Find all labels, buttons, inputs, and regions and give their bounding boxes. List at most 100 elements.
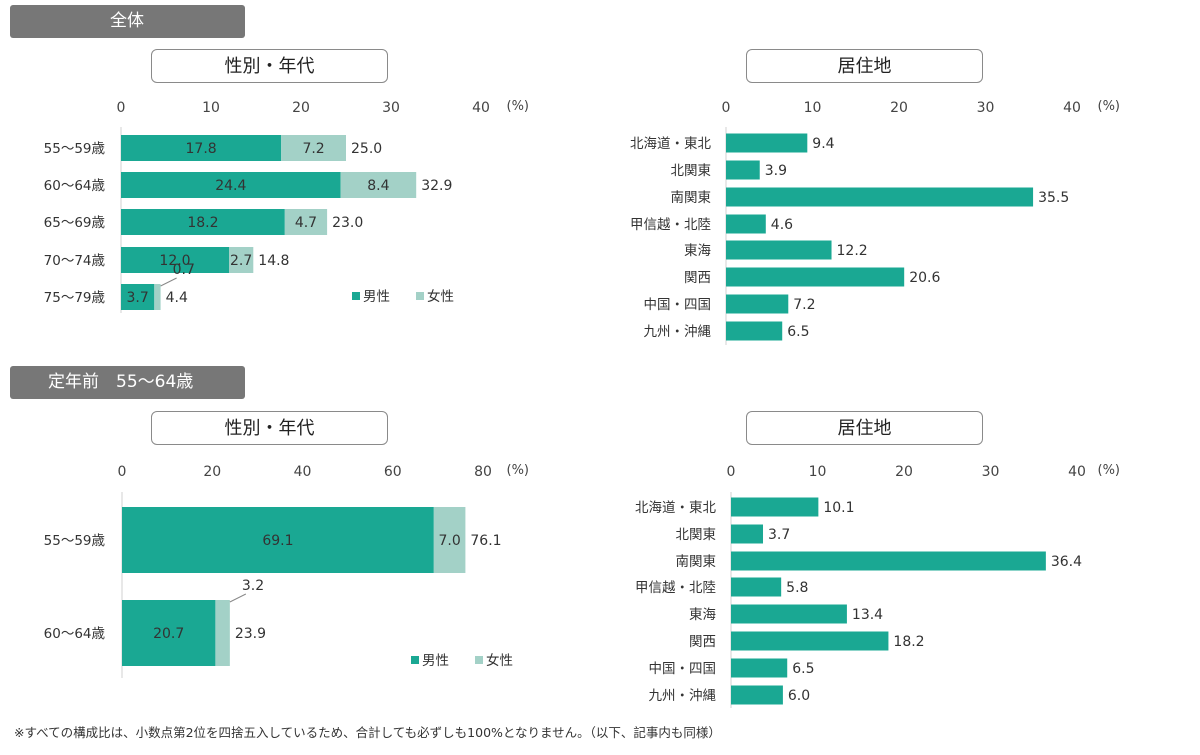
panel-title-region-pre: 居住地: [746, 411, 983, 445]
bar-male-0-4: [121, 284, 155, 310]
data-label-male-0-4: 3.7: [127, 290, 149, 306]
data-label-female-0-3: 2.7: [230, 253, 252, 269]
category-label-3-5: 関西: [689, 634, 716, 650]
data-label-total-0-0: 25.0: [351, 141, 382, 157]
x-tick-label-3-20: 20: [895, 464, 913, 480]
unit-label-1: (%): [1098, 99, 1121, 114]
category-label-1-1: 北関東: [671, 163, 712, 179]
data-label-region-1-2: 35.5: [1038, 190, 1069, 206]
category-label-3-1: 北関東: [676, 527, 717, 543]
data-label-region-3-7: 6.0: [788, 688, 810, 704]
x-tick-label-2-60: 60: [384, 464, 402, 480]
category-label-3-4: 東海: [689, 607, 716, 623]
data-label-region-3-5: 18.2: [893, 634, 924, 650]
bar-male-2-1: [122, 600, 216, 666]
data-label-female-0-0: 7.2: [302, 141, 324, 157]
bar-region-1-0: [726, 133, 808, 153]
data-label-region-3-4: 13.4: [852, 607, 883, 623]
bar-region-1-1: [726, 160, 760, 180]
data-label-female-0-4: 0.7: [173, 262, 195, 278]
category-label-3-0: 北海道・東北: [635, 500, 716, 516]
legend-label-male-2: 男性: [422, 653, 449, 669]
data-label-male-0-1: 24.4: [215, 178, 246, 194]
section-tag-pre-retirement: 定年前 55～64歳: [10, 366, 245, 399]
category-label-3-7: 九州・沖縄: [649, 688, 717, 704]
footnote: ※すべての構成比は、小数点第2位を四捨五入しているため、合計しても必ずしも100…: [14, 725, 721, 740]
category-label-1-6: 中国・四国: [644, 297, 712, 313]
bar-region-1-3: [726, 214, 766, 234]
x-tick-label-1-40: 40: [1063, 100, 1081, 116]
x-tick-label-1-30: 30: [977, 100, 995, 116]
data-label-male-0-2: 18.2: [187, 215, 218, 231]
x-tick-label-2-40: 40: [294, 464, 312, 480]
x-tick-label-0-10: 10: [202, 100, 220, 116]
legend-label-female-0: 女性: [427, 288, 454, 305]
bar-region-3-2: [731, 551, 1046, 571]
leader-line-2-1: [229, 593, 247, 603]
data-label-region-1-6: 7.2: [793, 297, 815, 313]
bar-region-3-4: [731, 604, 847, 624]
data-label-total-0-2: 23.0: [332, 215, 363, 231]
x-tick-label-1-10: 10: [804, 100, 822, 116]
bar-region-1-2: [726, 187, 1034, 207]
panel-title-gender-age-pre: 性別・年代: [151, 411, 388, 445]
bar-region-1-5: [726, 267, 905, 287]
x-tick-label-0-20: 20: [292, 100, 310, 116]
x-tick-label-2-80: 80: [474, 464, 492, 480]
category-label-0-0: 55～59歳: [44, 141, 106, 157]
data-label-male-0-0: 17.8: [186, 141, 217, 157]
x-tick-label-2-20: 20: [203, 464, 221, 480]
leader-line-0-4: [160, 277, 177, 287]
data-label-female-2-0: 7.0: [438, 533, 460, 549]
bar-region-1-7: [726, 321, 783, 341]
bar-female-0-2: [284, 209, 328, 235]
bar-male-0-0: [121, 135, 282, 161]
unit-label-0: (%): [507, 99, 530, 114]
data-label-region-3-3: 5.8: [786, 580, 808, 596]
category-label-0-2: 65～69歳: [44, 215, 106, 231]
bar-region-1-6: [726, 294, 789, 314]
data-label-region-1-5: 20.6: [909, 270, 940, 286]
data-label-female-0-2: 4.7: [295, 215, 317, 231]
bar-female-0-1: [340, 172, 417, 198]
bar-female-0-4: [154, 284, 161, 310]
category-label-0-4: 75～79歳: [44, 290, 106, 306]
category-label-2-0: 55～59歳: [44, 533, 106, 549]
category-label-0-1: 60～64歳: [44, 178, 106, 194]
data-label-region-1-4: 12.2: [837, 243, 868, 259]
bar-female-0-0: [281, 135, 346, 161]
data-label-female-2-1: 3.2: [242, 578, 264, 594]
x-tick-label-1-20: 20: [890, 100, 908, 116]
legend-swatch-female-0: [416, 292, 424, 300]
data-label-region-3-1: 3.7: [768, 527, 790, 543]
category-label-1-5: 関西: [684, 270, 711, 286]
data-label-male-2-1: 20.7: [153, 626, 184, 642]
x-tick-label-3-40: 40: [1068, 464, 1086, 480]
bar-female-2-0: [433, 507, 466, 573]
data-label-total-0-1: 32.9: [421, 178, 452, 194]
unit-label-3: (%): [1098, 463, 1121, 478]
x-tick-label-3-10: 10: [809, 464, 827, 480]
x-tick-label-1-0: 0: [722, 100, 731, 116]
category-label-3-2: 南関東: [676, 554, 717, 570]
bar-female-0-3: [229, 247, 254, 273]
bar-region-3-7: [731, 685, 783, 705]
category-label-1-0: 北海道・東北: [630, 136, 711, 152]
bar-male-0-2: [121, 209, 285, 235]
data-label-female-0-1: 8.4: [367, 178, 389, 194]
bar-male-2-0: [122, 507, 434, 573]
category-label-1-7: 九州・沖縄: [644, 324, 712, 340]
category-label-3-6: 中国・四国: [649, 661, 717, 677]
legend-swatch-male-2: [411, 656, 419, 664]
data-label-region-1-1: 3.9: [765, 163, 787, 179]
data-label-total-2-1: 23.9: [235, 626, 266, 642]
category-label-1-2: 南関東: [671, 190, 712, 206]
data-label-region-1-3: 4.6: [771, 217, 793, 233]
legend-label-female-2: 女性: [486, 652, 513, 669]
data-label-region-3-6: 6.5: [792, 661, 814, 677]
x-tick-label-0-0: 0: [117, 100, 126, 116]
bar-region-3-0: [731, 497, 819, 517]
legend-swatch-male-0: [352, 292, 360, 300]
legend-label-male-0: 男性: [363, 289, 390, 305]
